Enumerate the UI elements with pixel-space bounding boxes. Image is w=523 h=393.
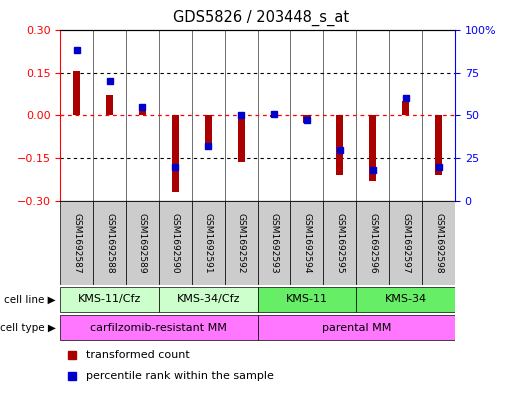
Bar <box>323 201 356 285</box>
Text: KMS-11: KMS-11 <box>286 294 328 305</box>
Text: GDS5826 / 203448_s_at: GDS5826 / 203448_s_at <box>174 10 349 26</box>
Text: carfilzomib-resistant MM: carfilzomib-resistant MM <box>90 323 228 333</box>
Text: KMS-34/Cfz: KMS-34/Cfz <box>176 294 240 305</box>
Text: GSM1692593: GSM1692593 <box>269 213 279 274</box>
Text: transformed count: transformed count <box>86 349 189 360</box>
Text: parental MM: parental MM <box>322 323 391 333</box>
Text: GSM1692592: GSM1692592 <box>236 213 246 273</box>
Text: GSM1692589: GSM1692589 <box>138 213 147 274</box>
Bar <box>60 315 257 340</box>
Bar <box>106 95 113 116</box>
Bar <box>356 201 389 285</box>
Bar <box>257 201 290 285</box>
Bar <box>60 287 159 312</box>
Text: GSM1692590: GSM1692590 <box>171 213 180 274</box>
Bar <box>204 116 212 149</box>
Text: GSM1692587: GSM1692587 <box>72 213 81 274</box>
Text: KMS-34: KMS-34 <box>384 294 427 305</box>
Text: GSM1692594: GSM1692594 <box>302 213 311 273</box>
Text: cell type ▶: cell type ▶ <box>0 323 56 333</box>
Bar <box>402 101 410 116</box>
Text: GSM1692596: GSM1692596 <box>368 213 377 274</box>
Bar <box>369 116 377 181</box>
Bar <box>237 116 245 162</box>
Bar <box>356 287 455 312</box>
Bar <box>159 201 192 285</box>
Text: GSM1692591: GSM1692591 <box>204 213 213 274</box>
Bar <box>139 110 146 116</box>
Text: GSM1692598: GSM1692598 <box>434 213 443 274</box>
Text: GSM1692595: GSM1692595 <box>335 213 344 274</box>
Text: KMS-11/Cfz: KMS-11/Cfz <box>78 294 141 305</box>
Bar <box>93 201 126 285</box>
Text: GSM1692588: GSM1692588 <box>105 213 114 274</box>
Bar <box>172 116 179 192</box>
Bar <box>422 201 455 285</box>
Bar <box>257 315 455 340</box>
Bar <box>270 116 278 117</box>
Text: GSM1692597: GSM1692597 <box>401 213 410 274</box>
Bar <box>257 287 356 312</box>
Bar <box>126 201 159 285</box>
Bar <box>225 201 257 285</box>
Text: percentile rank within the sample: percentile rank within the sample <box>86 371 274 381</box>
Bar <box>303 116 311 123</box>
Bar <box>192 201 225 285</box>
Bar <box>336 116 344 175</box>
Bar <box>159 287 257 312</box>
Text: cell line ▶: cell line ▶ <box>4 294 56 305</box>
Bar <box>60 201 93 285</box>
Bar <box>290 201 323 285</box>
Bar <box>435 116 442 175</box>
Bar <box>73 71 80 116</box>
Bar <box>389 201 422 285</box>
